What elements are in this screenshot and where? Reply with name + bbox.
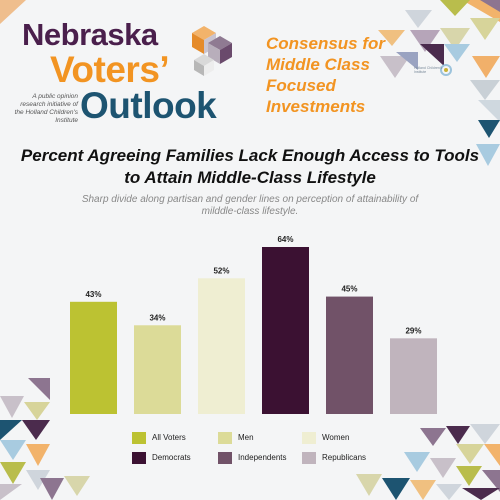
decor-triangle: [405, 10, 432, 28]
decor-triangle: [482, 470, 500, 492]
decor-triangle: [470, 18, 500, 40]
decor-triangle: [28, 378, 50, 400]
decor-triangle: [478, 120, 500, 138]
decor-triangle: [440, 28, 470, 50]
decor-triangle: [396, 52, 418, 70]
decor-triangle: [440, 0, 470, 16]
legend-label: Independents: [238, 453, 287, 462]
data-label-democrats: 64%: [277, 235, 293, 244]
decor-triangle: [472, 56, 500, 78]
decor-triangle: [420, 44, 444, 66]
decor-triangle: [444, 44, 470, 62]
decor-triangle: [470, 80, 500, 100]
brand-title-voters: Voters’: [50, 49, 170, 90]
data-label-republicans: 29%: [405, 326, 421, 335]
decor-triangle: [484, 444, 500, 466]
decor-triangle: [470, 424, 500, 444]
decor-triangle: [24, 402, 50, 420]
legend-swatch: [132, 432, 146, 444]
legend-label: Democrats: [152, 453, 191, 462]
bar-democrats: [262, 247, 309, 414]
legend-swatch: [302, 432, 316, 444]
legend-swatch: [218, 452, 232, 464]
decor-triangle: [420, 428, 446, 446]
legend-label: Women: [322, 433, 350, 442]
tagline: A public opinion research initiative of …: [14, 93, 78, 124]
decor-triangle: [0, 420, 22, 440]
data-label-independents: 45%: [341, 285, 357, 294]
bar-women: [198, 278, 245, 414]
decor-triangle: [0, 462, 26, 484]
chart-title: Percent Agreeing Families Lack Enough Ac…: [20, 146, 480, 187]
decor-triangle: [476, 144, 500, 166]
legend-swatch: [302, 452, 316, 464]
bar-republicans: [390, 338, 437, 414]
bar-independents: [326, 296, 373, 414]
decor-triangle: [410, 30, 440, 52]
decor-triangle: [0, 396, 24, 418]
decor-triangle: [456, 444, 484, 464]
decor-triangle: [436, 484, 462, 500]
data-label-all-voters: 43%: [85, 290, 101, 299]
decor-triangle: [40, 478, 64, 500]
bar-men: [134, 325, 181, 414]
decor-triangle: [26, 444, 50, 466]
legend-label: All Voters: [152, 433, 186, 442]
decor-triangle: [380, 56, 410, 78]
decor-triangle: [410, 480, 436, 500]
legend-swatch: [218, 432, 232, 444]
legend-label: Republicans: [322, 453, 367, 462]
decor-triangle: [404, 452, 430, 472]
decor-triangle: [26, 470, 50, 490]
decor-triangle: [378, 30, 405, 46]
decor-triangle: [456, 466, 482, 486]
data-label-women: 52%: [213, 266, 229, 275]
brand-title-outlook: Outlook: [80, 85, 217, 126]
chart-subtitle: Sharp divide along partisan and gender l…: [81, 194, 419, 217]
decor-triangle: [22, 420, 50, 440]
decor-triangle: [0, 484, 22, 500]
data-label-men: 34%: [149, 313, 165, 322]
decor-triangle: [64, 476, 90, 496]
decor-triangle: [0, 440, 26, 460]
decor-triangle: [356, 474, 382, 496]
cube-logo-icon: [192, 26, 232, 76]
partner-logo-text: Holland Children's Institute: [414, 66, 443, 74]
decor-triangle: [446, 426, 470, 444]
decor-triangle: [382, 478, 410, 500]
decor-triangle: [480, 0, 500, 12]
partner-logo-icon: [440, 64, 452, 76]
decor-triangle: [462, 488, 500, 500]
brand-title-nebraska: Nebraska: [22, 17, 158, 52]
decor-triangle: [0, 0, 26, 24]
legend-swatch: [132, 452, 146, 464]
campaign-title: Consensus for Middle Class Focused Inves…: [266, 34, 386, 116]
decor-triangle: [430, 458, 456, 478]
decor-triangle: [478, 100, 500, 122]
legend-label: Men: [238, 433, 254, 442]
bar-all-voters: [70, 301, 117, 414]
